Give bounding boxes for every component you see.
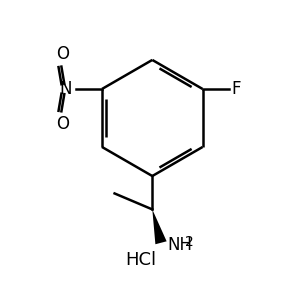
Text: NH: NH: [167, 236, 193, 254]
Text: 2: 2: [185, 235, 194, 249]
Polygon shape: [152, 209, 167, 244]
Text: HCl: HCl: [125, 251, 156, 269]
Text: N: N: [59, 80, 72, 98]
Text: O: O: [56, 115, 69, 133]
Text: O: O: [56, 45, 69, 63]
Text: F: F: [231, 80, 241, 98]
